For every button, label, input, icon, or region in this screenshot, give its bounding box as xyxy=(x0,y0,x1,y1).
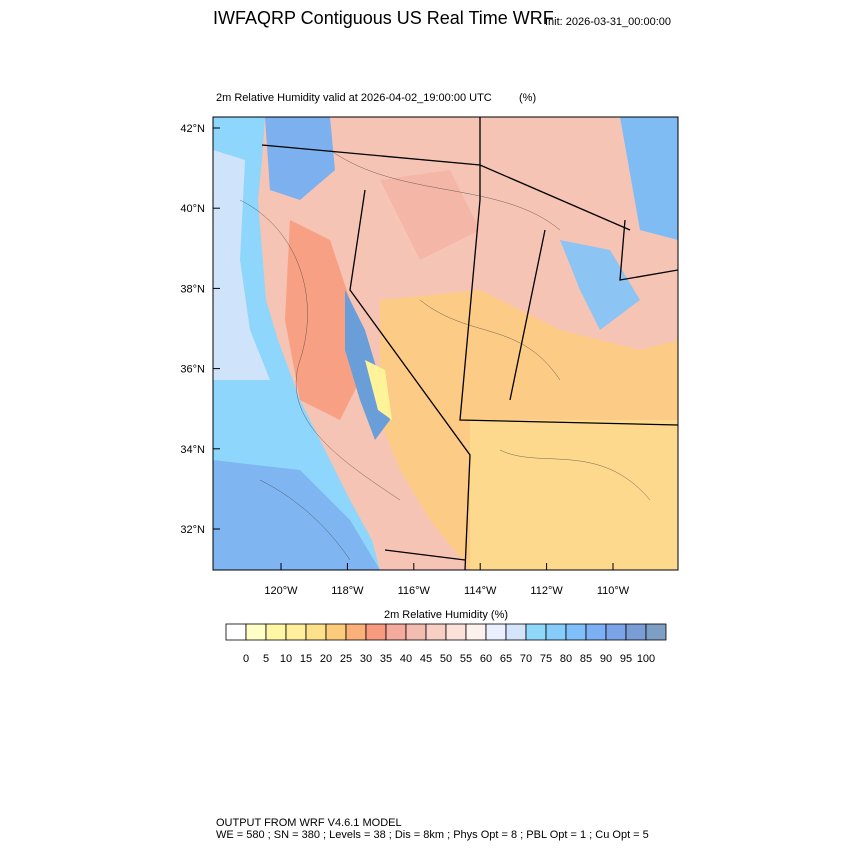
colorbar-label: 10 xyxy=(280,653,292,665)
valley xyxy=(285,220,360,420)
colorbar-box xyxy=(605,623,627,641)
colorbar-label: 55 xyxy=(460,653,472,665)
lat-label: 36°N xyxy=(180,364,205,376)
colorbar-label: 40 xyxy=(400,653,412,665)
colorbar-box xyxy=(345,623,367,641)
colorbar-label: 70 xyxy=(520,653,532,665)
lat-label: 42°N xyxy=(180,123,205,135)
colorbar-box xyxy=(225,623,247,641)
colorbar-box xyxy=(505,623,527,641)
nevada xyxy=(380,170,480,260)
colorbar-label: 30 xyxy=(360,653,372,665)
state-borders xyxy=(261,117,678,570)
colorbar-box xyxy=(445,623,467,641)
colorbar-label: 15 xyxy=(300,653,312,665)
units: (%) xyxy=(519,92,536,104)
footer-line: OUTPUT FROM WRF V4.6.1 MODEL xyxy=(216,817,402,829)
colorbar-title: 2m Relative Humidity (%) xyxy=(384,609,508,621)
north-mountains xyxy=(265,117,335,200)
colorbar-label: 50 xyxy=(440,653,452,665)
contours xyxy=(239,149,651,561)
southeast xyxy=(470,420,678,570)
utah-mountains xyxy=(560,240,640,330)
colorbar-label: 90 xyxy=(600,653,612,665)
colorbar-box xyxy=(365,623,387,641)
colorbar-label: 100 xyxy=(637,653,655,665)
coastal-ocean xyxy=(213,150,270,380)
colorbar-label: 85 xyxy=(580,653,592,665)
ocean xyxy=(213,117,380,570)
lon-label: 112°W xyxy=(530,585,563,597)
colorbar-box xyxy=(245,623,267,641)
ocean-south xyxy=(213,460,380,570)
colorbar-box xyxy=(325,623,347,641)
map xyxy=(213,117,678,570)
rockies xyxy=(620,117,678,240)
colorbar-box xyxy=(525,623,547,641)
colorbar-label: 95 xyxy=(620,653,632,665)
title: IWFAQRP Contiguous US Real Time WRF xyxy=(213,8,554,28)
colorbar-label: 60 xyxy=(480,653,492,665)
colorbar-box xyxy=(625,623,647,641)
colorbar-box xyxy=(265,623,287,641)
lat-label: 38°N xyxy=(180,283,205,295)
colorbar-box xyxy=(545,623,567,641)
colorbar-label: 35 xyxy=(380,653,392,665)
lon-label: 118°W xyxy=(331,585,364,597)
subtitle: 2m Relative Humidity valid at 2026-04-02… xyxy=(216,92,492,104)
colorbar-label: 65 xyxy=(500,653,512,665)
map-frame xyxy=(212,116,679,571)
colorbar-box xyxy=(645,623,667,641)
colorbar-box xyxy=(385,623,407,641)
colorbar-label: 80 xyxy=(560,653,572,665)
colorbar-label: 0 xyxy=(243,653,249,665)
colorbar-label: 25 xyxy=(340,653,352,665)
colorbar-box xyxy=(425,623,447,641)
colorbar-label: 75 xyxy=(540,653,552,665)
desert-dry xyxy=(365,360,392,420)
init-time: Init: 2026-03-31_00:00:00 xyxy=(545,16,671,28)
lon-label: 110°W xyxy=(597,585,630,597)
colorbar-label: 5 xyxy=(263,653,269,665)
colorbar-box xyxy=(305,623,327,641)
colorbar-box xyxy=(465,623,487,641)
colorbar-box xyxy=(285,623,307,641)
lat-label: 40°N xyxy=(180,203,205,215)
colorbar-box xyxy=(405,623,427,641)
colorbar-box xyxy=(585,623,607,641)
lat-label: 34°N xyxy=(180,444,205,456)
colorbar-box xyxy=(565,623,587,641)
lat-label: 32°N xyxy=(180,524,205,536)
footer-line: WE = 580 ; SN = 380 ; Levels = 38 ; Dis … xyxy=(216,829,649,841)
lon-label: 114°W xyxy=(464,585,497,597)
lon-label: 116°W xyxy=(398,585,431,597)
colorbar-label: 45 xyxy=(420,653,432,665)
colorbar-label: 20 xyxy=(320,653,332,665)
lon-label: 120°W xyxy=(264,585,298,597)
colorbar-box xyxy=(485,623,507,641)
